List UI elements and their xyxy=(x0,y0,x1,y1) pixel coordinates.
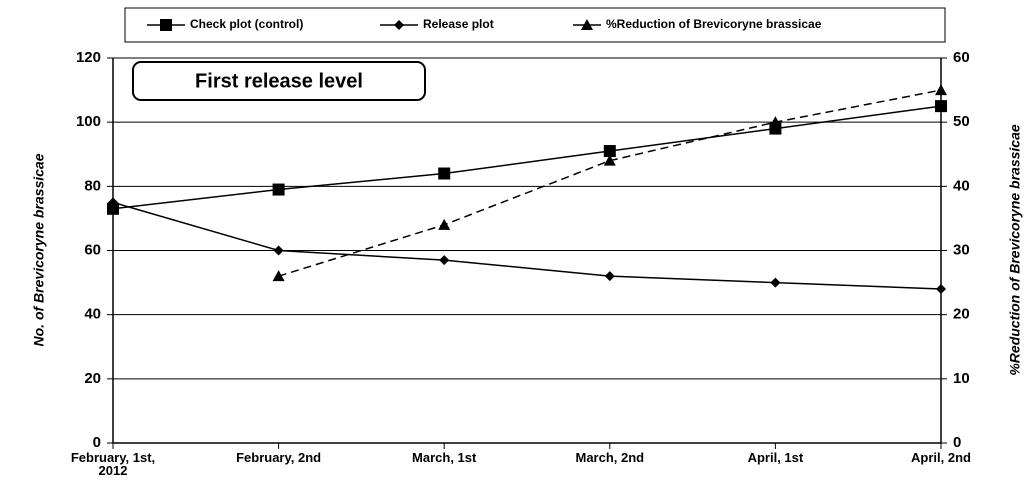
y-tick-label: 100 xyxy=(76,113,101,130)
annotation: First release level xyxy=(195,70,363,92)
y2-tick-label: 10 xyxy=(953,370,970,387)
x-tick-label: April, 2nd xyxy=(911,450,971,465)
marker xyxy=(936,284,946,294)
y2-tick-label: 50 xyxy=(953,113,970,130)
x-tick-label: March, 2nd xyxy=(575,450,645,465)
legend-label: %Reduction of Brevicoryne brassicae xyxy=(606,17,822,31)
legend-label: Check plot (control) xyxy=(190,17,303,31)
marker xyxy=(272,183,285,196)
annotation-box xyxy=(132,61,426,101)
y2-tick-label: 0 xyxy=(953,434,961,451)
y2-tick-label: 40 xyxy=(953,177,970,194)
y-tick-label: 0 xyxy=(93,434,101,451)
y-tick-label: 80 xyxy=(84,177,101,194)
x-tick-label: February, 2nd xyxy=(236,450,322,465)
marker xyxy=(603,154,616,166)
marker xyxy=(581,19,593,30)
y2-axis-title: %Reduction of Brevicoryne brassicae xyxy=(1007,124,1023,376)
y-axis-title: No. of Brevicoryne brassicae xyxy=(31,153,47,346)
y2-tick-label: 20 xyxy=(953,306,970,323)
marker xyxy=(438,218,451,230)
marker xyxy=(769,116,782,128)
marker xyxy=(439,255,450,266)
marker xyxy=(272,270,285,282)
y-tick-label: 60 xyxy=(84,241,101,258)
marker xyxy=(604,271,615,282)
x-tick-label: February, 1st, 2012 xyxy=(70,450,156,478)
x-tick-label: April, 1st xyxy=(747,450,804,465)
marker xyxy=(394,20,404,30)
marker xyxy=(107,202,119,215)
marker xyxy=(108,197,118,208)
y-tick-label: 120 xyxy=(76,49,101,66)
series-line xyxy=(112,201,942,290)
y2-tick-label: 30 xyxy=(953,241,970,258)
marker xyxy=(935,84,947,96)
legend-label: Release plot xyxy=(423,17,494,31)
legend-box xyxy=(124,7,946,43)
y-tick-label: 20 xyxy=(84,370,101,387)
marker xyxy=(438,167,451,180)
series-line xyxy=(112,105,942,210)
marker xyxy=(160,19,172,31)
series-line xyxy=(278,89,942,277)
marker xyxy=(603,145,616,158)
y2-tick-label: 60 xyxy=(953,49,970,66)
x-tick-label: March, 1st xyxy=(412,450,477,465)
marker xyxy=(273,245,284,256)
marker xyxy=(770,277,781,288)
y-tick-label: 40 xyxy=(84,306,101,323)
marker xyxy=(935,100,947,113)
